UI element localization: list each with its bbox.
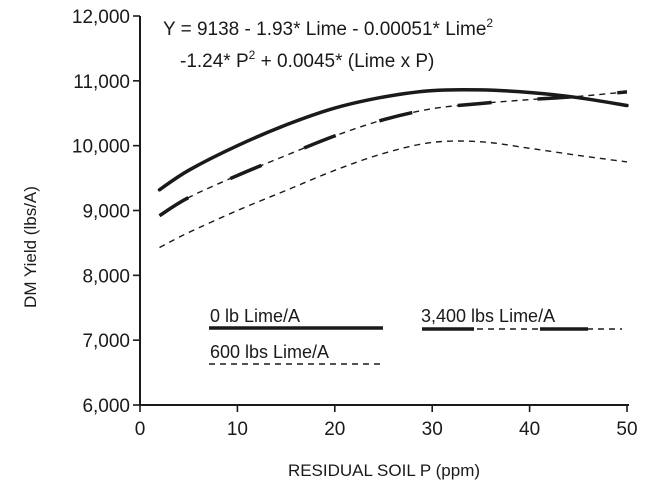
x-tick-label: 20	[324, 419, 345, 440]
legend: 0 lb Lime/A 600 lbs Lime/A 3,400 lbs Lim…	[209, 306, 622, 365]
x-tick-label: 40	[519, 419, 540, 440]
legend-label-600-lbs: 600 lbs Lime/A	[210, 342, 329, 362]
x-tick-label: 30	[422, 419, 443, 440]
series-group	[157, 87, 629, 249]
series-line-600-lbs-lime-a	[159, 140, 628, 249]
y-tick-label: 6,000	[82, 396, 130, 417]
x-tick-label: 10	[227, 419, 248, 440]
legend-label-0-lb: 0 lb Lime/A	[210, 306, 300, 326]
y-tick-label: 8,000	[82, 266, 130, 287]
y-tick-label: 9,000	[82, 202, 130, 223]
equation-line-1-text: Y = 9138 - 1.93* Lime - 0.00051* Lime	[163, 19, 486, 40]
x-tick-label: 50	[616, 419, 637, 440]
y-tick-label: 12,000	[72, 7, 130, 28]
equation-line-1: Y = 9138 - 1.93* Lime - 0.00051* Lime2	[163, 16, 493, 40]
equation-line-1-superscript: 2	[486, 16, 493, 30]
y-tick-label: 11,000	[73, 72, 130, 93]
equation-line-2: -1.24* P2 + 0.0045* (Lime x P)	[180, 48, 434, 72]
equation-line-2-rest: + 0.0045* (Lime x P)	[255, 51, 434, 72]
y-tick-label: 7,000	[82, 331, 130, 352]
x-axis-label: RESIDUAL SOIL P (ppm)	[288, 461, 480, 480]
series-line-0-lb-lime-a	[157, 87, 629, 192]
series-line-3-400-lbs-lime-a	[158, 90, 628, 218]
equation-line-2-text: -1.24* P	[180, 51, 249, 72]
y-axis-label: DM Yield (lbs/A)	[21, 186, 40, 308]
y-tick-label: 10,000	[72, 137, 130, 158]
x-tick-label: 0	[135, 419, 146, 440]
legend-label-3400-lbs: 3,400 lbs Lime/A	[421, 306, 555, 326]
ticks: 6,000 7,000 8,000 9,000 10,000 11,000 12,000 0 1…	[72, 7, 638, 440]
equation-line-2-superscript: 2	[249, 48, 256, 62]
